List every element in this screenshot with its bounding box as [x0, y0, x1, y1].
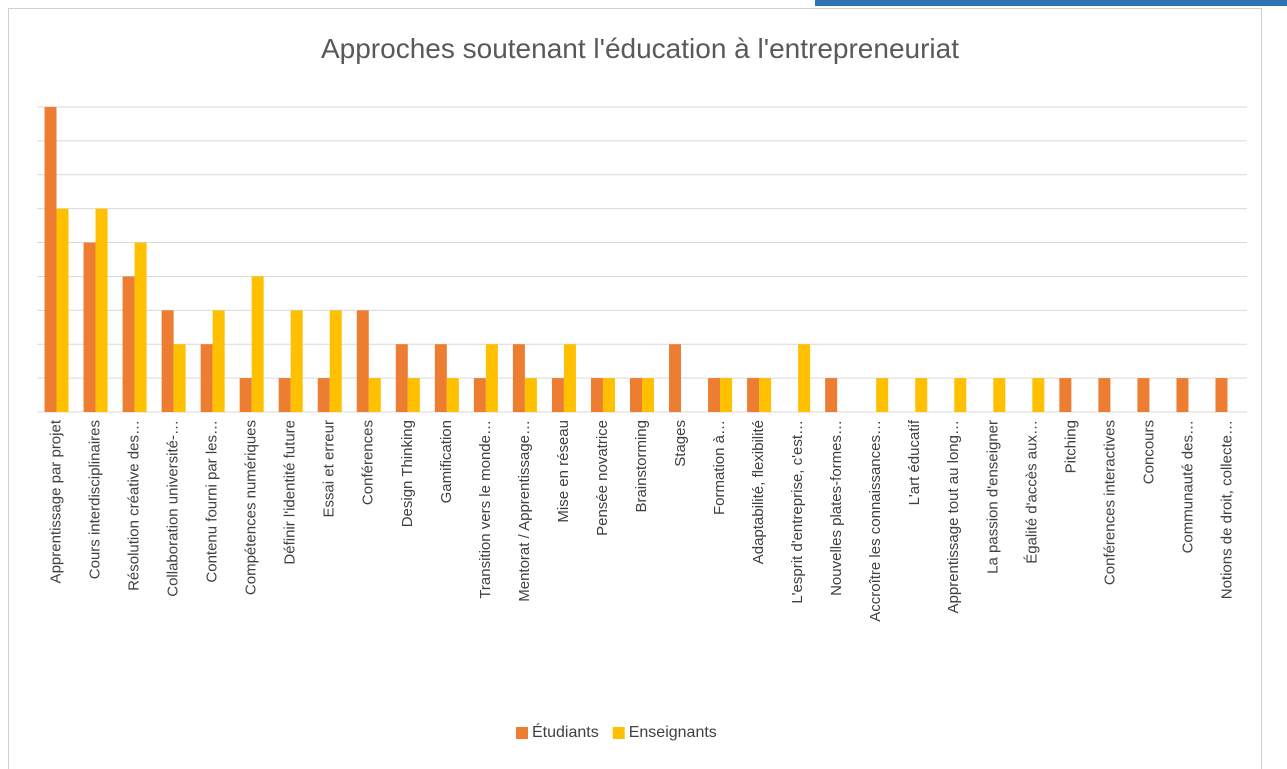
bar [1215, 378, 1228, 412]
bar [278, 378, 291, 412]
x-tick-label: Stages [672, 420, 689, 467]
x-tick-label: Nouvelles plates-formes… [828, 420, 845, 596]
chart-title: Approches soutenant l'éducation à l'entr… [321, 33, 959, 64]
bar [239, 378, 252, 412]
bar [44, 107, 57, 412]
bar [83, 242, 96, 412]
top-bar [815, 0, 1287, 6]
x-tick-label: Design Thinking [399, 420, 416, 527]
bar [446, 378, 459, 412]
bar [95, 208, 108, 412]
bar [630, 378, 642, 412]
bar [1176, 378, 1189, 412]
bar [434, 344, 447, 412]
bar [329, 310, 342, 412]
x-tick-label: Notions de droit, collecte… [1218, 420, 1235, 599]
bar [876, 378, 889, 412]
bar [161, 310, 174, 412]
legend-label: Enseignants [629, 724, 717, 741]
bar [356, 310, 369, 412]
bar [642, 378, 654, 412]
bar [669, 344, 682, 412]
x-tick-label: Apprentissage par projet [47, 419, 64, 583]
bar [368, 378, 381, 412]
x-tick-label: Collaboration université-… [165, 420, 182, 597]
x-tick-label: Mentorat / Apprentissage… [516, 420, 533, 602]
bar [759, 378, 772, 412]
x-tick-label: Égalité d'accès aux… [1023, 420, 1040, 564]
x-tick-label: Formation à… [711, 420, 728, 515]
bar [551, 378, 564, 412]
x-tick-label: Brainstorming [633, 420, 650, 513]
x-tick-label: L'esprit d'entreprise, c'est… [789, 420, 806, 604]
bar [134, 242, 147, 412]
bar [993, 378, 1006, 412]
bar [407, 378, 420, 412]
x-tick-label: Résolution créative des… [126, 420, 143, 591]
bar [602, 378, 615, 412]
x-tick-label: Définir l'identité future [282, 420, 299, 565]
bar [317, 378, 330, 412]
x-tick-label: La passion d'enseigner [984, 420, 1001, 574]
bar [590, 378, 603, 412]
bar [1059, 378, 1072, 412]
bar [512, 344, 525, 412]
legend-label: Étudiants [532, 722, 599, 741]
bar [200, 344, 213, 412]
x-tick-label: Mise en réseau [555, 420, 572, 523]
bar [251, 276, 264, 412]
x-tick-label: Pitching [1062, 420, 1079, 473]
bar [1032, 378, 1045, 412]
bar [290, 310, 303, 412]
bar [212, 310, 225, 412]
legend-swatch [612, 727, 625, 739]
chart-frame [8, 8, 1262, 769]
bar [173, 344, 186, 412]
bar [720, 378, 733, 412]
x-tick-label: Concours [1140, 420, 1157, 484]
x-tick-label: Essai et erreur [321, 420, 338, 518]
bar [563, 344, 576, 412]
x-tick-label: Accroître les connaissances… [867, 420, 884, 622]
bar [915, 378, 928, 412]
bar [524, 378, 537, 412]
x-tick-label: Cours interdisciplinaires [87, 420, 104, 579]
x-tick-label: Conférences [360, 420, 377, 505]
x-tick-label: Apprentissage tout au long… [945, 420, 962, 613]
bar [708, 378, 721, 412]
bar [122, 276, 135, 412]
x-tick-label: Contenu fourni par les… [204, 420, 221, 583]
x-tick-label: Transition vers le monde… [477, 420, 494, 599]
bar [1137, 378, 1150, 412]
bar [485, 344, 498, 412]
legend-swatch [516, 727, 528, 739]
bar [747, 378, 760, 412]
x-tick-label: L'art éducatif [906, 419, 923, 505]
bar [825, 378, 838, 412]
bar [56, 208, 69, 412]
x-tick-label: Compétences numériques [243, 420, 260, 595]
x-tick-label: Gamification [438, 420, 455, 503]
x-tick-label: Communauté des… [1179, 420, 1196, 553]
bar [473, 378, 486, 412]
bar [1098, 378, 1111, 412]
x-tick-label: Pensée novatrice [594, 420, 611, 536]
x-tick-label: Adaptabilité, flexibilité [750, 420, 767, 564]
bar [798, 344, 811, 412]
bar [954, 378, 967, 412]
bar [395, 344, 408, 412]
x-tick-label: Conférences interactives [1101, 420, 1118, 585]
